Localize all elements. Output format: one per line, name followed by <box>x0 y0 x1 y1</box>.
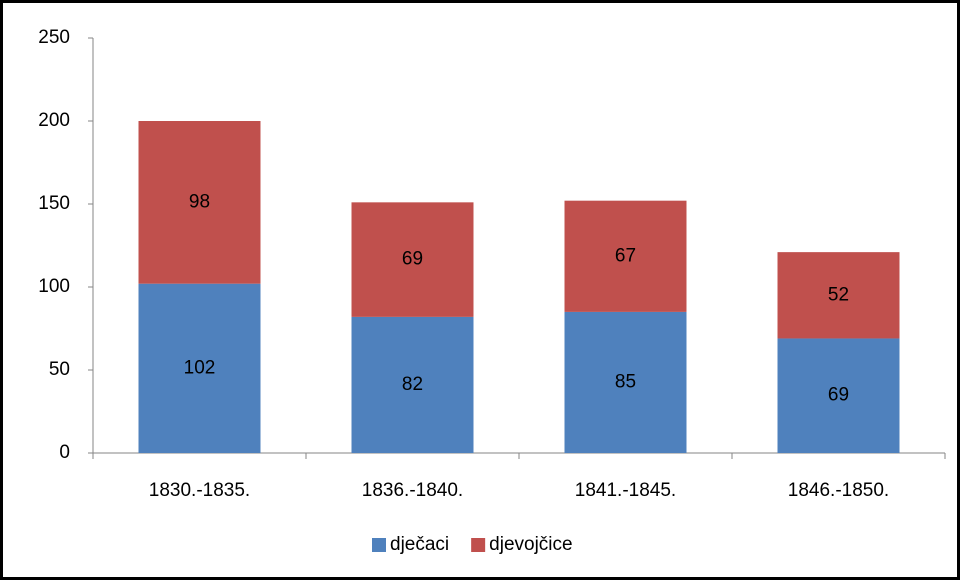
data-label: 85 <box>615 371 636 392</box>
y-tick-label: 150 <box>38 193 70 214</box>
x-tick-label: 1841.-1845. <box>575 480 676 501</box>
data-label: 98 <box>189 191 210 212</box>
bar-segment <box>564 200 687 312</box>
x-tick-label: 1846.-1850. <box>788 480 889 501</box>
data-label: 52 <box>828 284 849 305</box>
y-tick-label: 0 <box>59 442 70 463</box>
legend-label: djevojčice <box>489 534 572 555</box>
bar-segment <box>777 252 900 339</box>
bar-segment <box>564 311 687 453</box>
bar-segment <box>351 316 474 453</box>
data-label: 69 <box>402 249 423 270</box>
y-tick-label: 250 <box>38 27 70 48</box>
data-label: 102 <box>184 357 216 378</box>
bar-segment <box>138 121 261 284</box>
legend-swatch <box>471 538 486 552</box>
legend-label: dječaci <box>390 534 449 555</box>
x-tick-label: 1836.-1840. <box>362 480 463 501</box>
data-label: 67 <box>615 245 636 266</box>
legend-swatch <box>372 538 386 552</box>
bar-segment <box>777 338 900 453</box>
x-tick-label: 1830.-1835. <box>149 480 250 501</box>
bar-segment <box>138 283 261 453</box>
y-tick-label: 100 <box>38 276 70 297</box>
data-label: 69 <box>828 385 849 406</box>
data-label: 82 <box>402 374 423 395</box>
bar-segment <box>351 202 474 317</box>
y-tick-label: 50 <box>49 359 70 380</box>
y-tick-label: 200 <box>38 110 70 131</box>
